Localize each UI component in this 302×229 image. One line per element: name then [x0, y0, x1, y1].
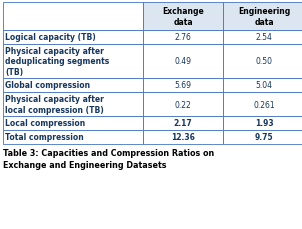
Bar	[3, 3, 143, 31]
Text: 0.49: 0.49	[175, 57, 191, 66]
Bar	[223, 31, 302, 45]
Text: Table 3: Capacities and Compression Ratios on
Exchange and Engineering Datasets: Table 3: Capacities and Compression Rati…	[3, 148, 214, 169]
Text: Global compression: Global compression	[5, 81, 90, 90]
Text: 9.75: 9.75	[255, 133, 273, 142]
Text: 2.76: 2.76	[175, 33, 191, 42]
Text: Logical capacity (TB): Logical capacity (TB)	[5, 33, 96, 42]
Bar	[143, 3, 223, 31]
Bar	[3, 131, 143, 144]
Bar	[223, 45, 302, 79]
Text: Engineering
data: Engineering data	[238, 7, 290, 27]
Bar	[3, 79, 143, 93]
Text: 1.93: 1.93	[255, 119, 273, 128]
Bar	[143, 45, 223, 79]
Text: 5.04: 5.04	[255, 81, 272, 90]
Bar	[3, 31, 143, 45]
Text: 2.54: 2.54	[255, 33, 272, 42]
Text: 0.261: 0.261	[253, 100, 275, 109]
Text: Local compression: Local compression	[5, 119, 85, 128]
Text: Total compression: Total compression	[5, 133, 84, 142]
Bar	[3, 45, 143, 79]
Bar	[223, 131, 302, 144]
Bar	[143, 131, 223, 144]
Bar	[143, 117, 223, 131]
Bar	[3, 117, 143, 131]
Bar	[223, 79, 302, 93]
Text: 12.36: 12.36	[171, 133, 195, 142]
Bar	[223, 3, 302, 31]
Bar	[223, 93, 302, 117]
Text: Physical capacity after
deduplicating segments
(TB): Physical capacity after deduplicating se…	[5, 47, 109, 76]
Text: Exchange
data: Exchange data	[162, 7, 204, 27]
Bar	[3, 93, 143, 117]
Bar	[143, 79, 223, 93]
Text: 5.69: 5.69	[175, 81, 191, 90]
Text: Physical capacity after
local compression (TB): Physical capacity after local compressio…	[5, 95, 104, 114]
Bar	[143, 31, 223, 45]
Bar	[223, 117, 302, 131]
Bar	[143, 93, 223, 117]
Text: 0.22: 0.22	[175, 100, 191, 109]
Text: 0.50: 0.50	[255, 57, 272, 66]
Text: 2.17: 2.17	[174, 119, 192, 128]
